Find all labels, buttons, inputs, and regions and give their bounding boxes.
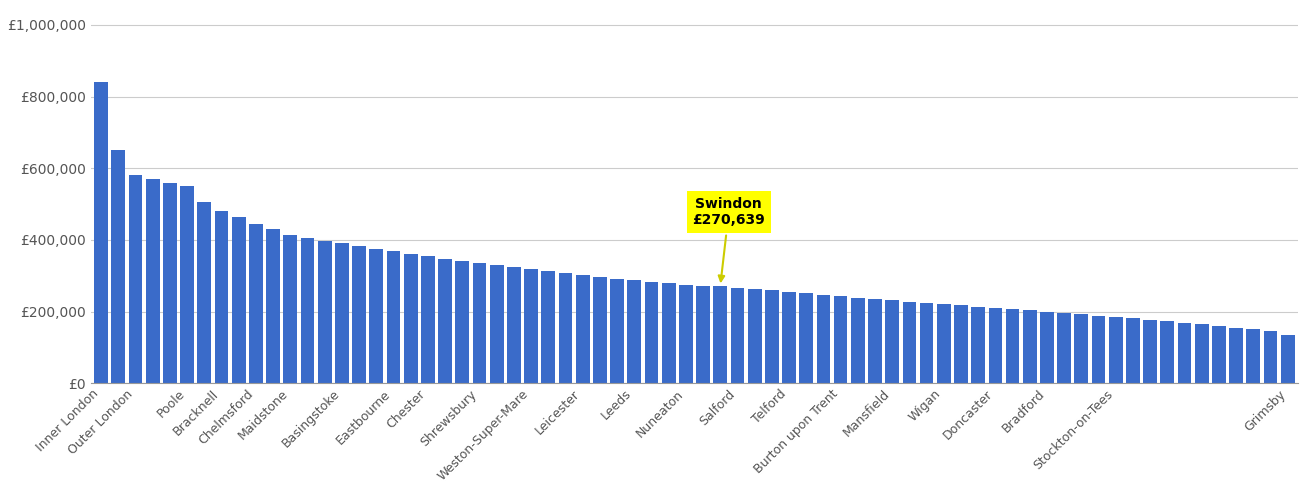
Bar — [817, 294, 830, 383]
Bar — [645, 282, 658, 383]
Bar — [592, 277, 607, 383]
Bar — [714, 286, 727, 383]
Bar — [1057, 313, 1071, 383]
Bar — [1263, 331, 1278, 383]
Bar — [903, 301, 916, 383]
Bar — [576, 275, 590, 383]
Bar — [386, 251, 401, 383]
Bar — [489, 265, 504, 383]
Bar — [318, 241, 331, 383]
Bar — [1126, 318, 1139, 383]
Bar — [352, 246, 365, 383]
Bar — [214, 211, 228, 383]
Bar — [1229, 328, 1244, 383]
Bar — [506, 267, 521, 383]
Bar — [1195, 324, 1208, 383]
Bar — [197, 202, 211, 383]
Bar — [611, 279, 624, 383]
Bar — [1212, 325, 1225, 383]
Bar — [1092, 316, 1105, 383]
Bar — [1160, 321, 1174, 383]
Bar — [146, 179, 159, 383]
Bar — [266, 229, 281, 383]
Bar — [696, 286, 710, 383]
Bar — [782, 292, 796, 383]
Bar — [868, 299, 882, 383]
Bar — [163, 183, 176, 383]
Bar — [180, 186, 194, 383]
Bar — [885, 300, 899, 383]
Bar — [335, 244, 348, 383]
Bar — [525, 270, 538, 383]
Bar — [1109, 317, 1122, 383]
Bar — [1177, 323, 1191, 383]
Bar — [94, 82, 108, 383]
Bar — [403, 253, 418, 383]
Bar — [1006, 309, 1019, 383]
Bar — [232, 217, 245, 383]
Bar — [129, 175, 142, 383]
Bar — [1023, 311, 1036, 383]
Bar — [748, 289, 762, 383]
Bar — [800, 294, 813, 383]
Bar — [438, 259, 452, 383]
Bar — [283, 235, 298, 383]
Bar — [628, 280, 641, 383]
Bar — [834, 296, 847, 383]
Bar — [1040, 312, 1054, 383]
Bar — [851, 297, 865, 383]
Bar — [1074, 314, 1088, 383]
Bar — [542, 271, 555, 383]
Bar — [455, 261, 468, 383]
Bar — [920, 303, 933, 383]
Bar — [249, 224, 262, 383]
Text: Swindon
£270,639: Swindon £270,639 — [693, 197, 765, 281]
Bar — [1246, 329, 1261, 383]
Bar — [937, 304, 950, 383]
Bar — [559, 273, 573, 383]
Bar — [662, 283, 676, 383]
Bar — [731, 288, 744, 383]
Bar — [971, 307, 985, 383]
Bar — [1282, 335, 1295, 383]
Bar — [472, 263, 487, 383]
Bar — [422, 256, 435, 383]
Bar — [988, 308, 1002, 383]
Bar — [369, 249, 384, 383]
Bar — [954, 305, 968, 383]
Bar — [300, 238, 315, 383]
Bar — [111, 150, 125, 383]
Bar — [765, 291, 779, 383]
Bar — [679, 285, 693, 383]
Bar — [1143, 320, 1158, 383]
